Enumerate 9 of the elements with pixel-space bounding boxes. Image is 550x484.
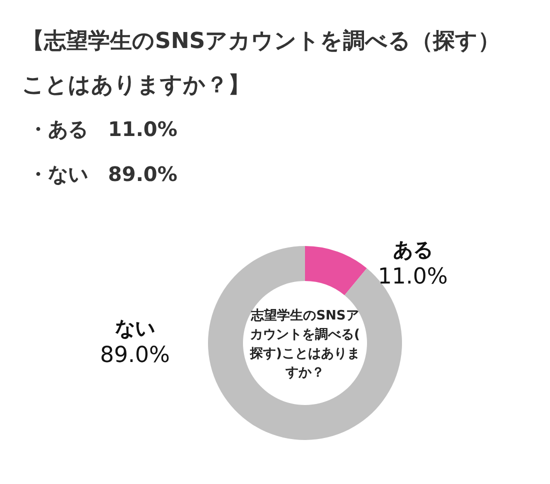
chart-title: 【志望学生のSNSアカウントを調べる（探す）ことはありますか？】 [22, 28, 500, 98]
donut-slice [305, 246, 367, 296]
data-label: 89.0% [100, 343, 170, 368]
slice-label: ある [392, 238, 433, 262]
text: ・ない 89.0% [28, 162, 178, 186]
slice-label: ない [115, 316, 155, 340]
text: ・ある 11.0% [28, 117, 178, 141]
data-label: 11.0% [378, 264, 448, 290]
text: 志望学生のSNSアカウントを調べる(探す)ことはありますか？ [249, 308, 360, 380]
